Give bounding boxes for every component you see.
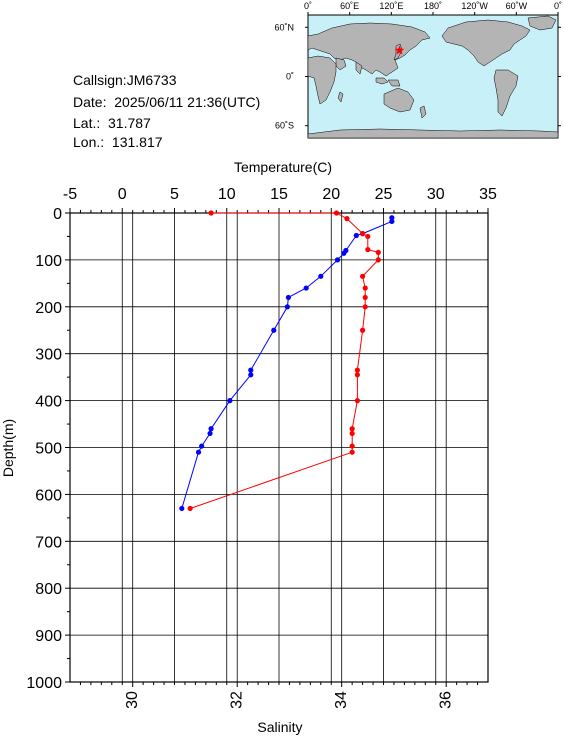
temperature-tick-label: 30 [427, 186, 445, 203]
temperature-data-point [389, 215, 395, 221]
land-mass [441, 19, 531, 67]
map-lon-label: 60˚E [340, 1, 359, 11]
temperature-data-point [227, 398, 233, 404]
longitude-text: Lon.: 131.817 [73, 134, 163, 150]
salinity-data-point [360, 273, 366, 279]
temperature-data-point [248, 367, 254, 373]
latitude-text: Lat.: 31.787 [73, 115, 151, 131]
land-mass [337, 91, 344, 103]
depth-tick-label: 400 [35, 394, 62, 411]
temperature-axis-label: Temperature(C) [234, 159, 332, 175]
depth-tick-label: 1000 [26, 675, 62, 692]
temperature-tick-label: 0 [118, 186, 127, 203]
map-land [307, 15, 559, 139]
temperature-tick-label: -5 [63, 186, 77, 203]
depth-tick-label: 500 [35, 441, 62, 458]
salinity-data-point [365, 246, 371, 253]
station-marker-icon [394, 45, 405, 55]
salinity-data-point [354, 367, 360, 373]
map-lon-label: 120˚E [379, 1, 403, 11]
salinity-data-point [362, 285, 368, 291]
salinity-tick-label: 30 [124, 691, 141, 709]
land-mass [307, 22, 431, 77]
salinity-data-point [375, 257, 381, 263]
salinity-data-point [349, 426, 355, 432]
land-mass [307, 128, 559, 139]
salinity-data-point [354, 398, 360, 404]
land-mass [387, 79, 401, 87]
world-map: 0˚ 60˚E 120˚E 180˚ 120˚W 60˚W 0˚ 60˚N 0˚ 60˚S [274, 1, 562, 139]
salinity-data-point [362, 304, 368, 310]
depth-tick-label: 300 [35, 347, 62, 364]
callsign-text: Callsign:JM6733 [73, 72, 177, 88]
temperature-data-point [389, 218, 395, 225]
salinity-data-point [208, 210, 214, 216]
salinity-tick-label: 36 [437, 691, 454, 709]
temperature-tick-label: 5 [170, 186, 179, 203]
map-lon-label: 60˚W [506, 1, 528, 11]
temperature-data-point [195, 449, 202, 455]
salinity-data-point [349, 443, 355, 449]
depth-tick-label: 100 [35, 253, 62, 270]
temperature-data-point [285, 294, 292, 301]
depth-axis-label: Depth(m) [0, 419, 16, 477]
salinity-tick-label: 32 [228, 691, 245, 709]
salinity-data-point [187, 505, 193, 512]
temperature-data-point [303, 285, 309, 291]
salinity-axis-label: Salinity [257, 719, 302, 735]
salinity-data-point [360, 231, 366, 237]
salinity-tick-label: 34 [333, 691, 350, 709]
depth-tick-label: 600 [35, 487, 62, 504]
land-mass [383, 87, 415, 113]
depth-tick-label: 800 [35, 581, 62, 598]
land-mass [355, 61, 363, 75]
map-lat-label: 0˚ [286, 72, 294, 82]
salinity-data-point [365, 233, 371, 240]
salinity-data-point [349, 430, 355, 437]
depth-tick-label: 700 [35, 534, 62, 551]
salinity-data-point [349, 449, 355, 455]
temperature-tick-label: 15 [270, 186, 288, 203]
temperature-data-point [284, 304, 290, 310]
temperature-tick-label: 35 [479, 186, 497, 203]
salinity-data-point [333, 210, 340, 216]
depth-tick-label: 200 [35, 300, 62, 317]
temperature-data-point [353, 232, 359, 239]
map-lon-label: 180˚ [424, 1, 442, 11]
salinity-data-point [354, 372, 360, 378]
depth-tick-label: 900 [35, 628, 62, 645]
temperature-data-point [334, 257, 341, 263]
salinity-data-point [362, 294, 368, 301]
land-mass [375, 77, 389, 85]
temperature-data-point [207, 430, 213, 437]
land-mass [493, 69, 519, 117]
temperature-tick-label: 10 [218, 186, 236, 203]
map-lon-label: 120˚W [461, 1, 488, 11]
temperature-data-point [271, 327, 277, 333]
temperature-tick-label: 20 [322, 186, 340, 203]
temperature-data-point [208, 426, 214, 432]
map-lon-label: 0˚ [304, 1, 312, 11]
temperature-data-point [248, 372, 254, 378]
depth-tick-label: 0 [53, 206, 62, 223]
map-lon-label: 0˚ [554, 1, 562, 11]
salinity-data-point [375, 249, 381, 255]
map-lat-label: 60˚N [274, 22, 294, 32]
land-mass [527, 15, 557, 31]
temperature-data-point [341, 250, 347, 256]
map-lat-label: 60˚S [275, 121, 294, 131]
temperature-profile-line [181, 217, 393, 509]
land-mass [419, 105, 427, 119]
land-mass [307, 55, 337, 105]
temperature-data-point [199, 443, 205, 449]
salinity-profile-line [190, 212, 379, 509]
temperature-tick-label: 25 [375, 186, 393, 203]
temperature-data-point [179, 505, 185, 512]
salinity-data-point [360, 327, 366, 333]
salinity-data-point [344, 216, 350, 222]
date-text: Date: 2025/06/11 21:36(UTC) [73, 94, 261, 110]
temperature-data-point [318, 273, 324, 279]
